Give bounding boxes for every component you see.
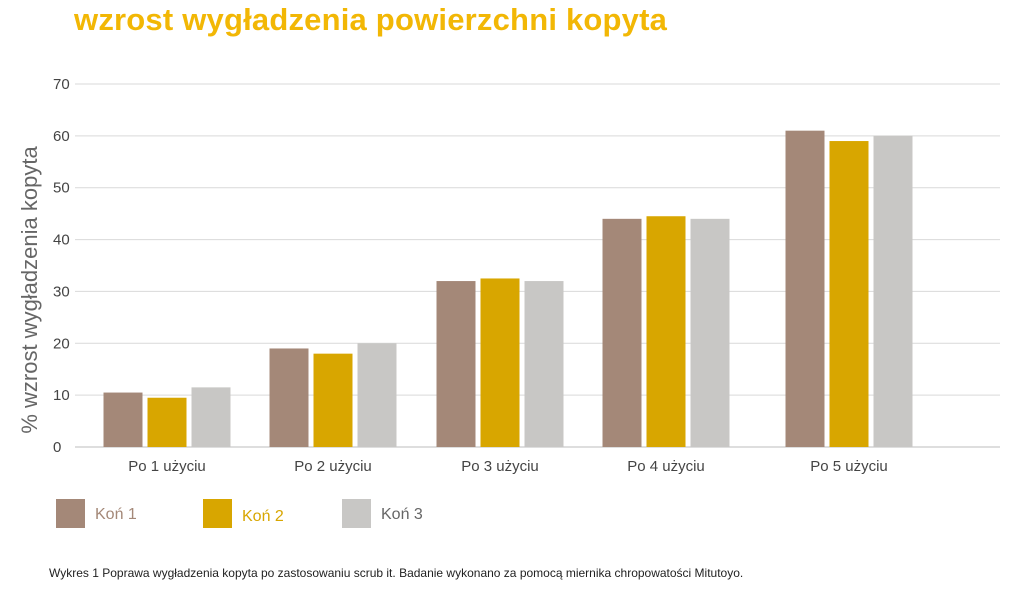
bar-2-3 — [480, 278, 520, 447]
y-tick-label: 30 — [53, 283, 70, 300]
x-axis-ticks: Po 1 użyciu Po 2 użyciu Po 3 użyciu Po 4 uż… — [128, 458, 888, 475]
y-tick-label: 20 — [53, 335, 70, 352]
bar-3-2 — [357, 343, 397, 447]
chart-title: wzrost wygładzenia powierzchni kopyta — [74, 2, 668, 37]
bar-1-3 — [436, 281, 476, 447]
bar-2-2 — [313, 353, 353, 447]
bar-2-4 — [646, 216, 686, 447]
y-tick-label: 70 — [53, 76, 70, 93]
legend-label-3: Koń 3 — [381, 506, 423, 523]
legend-swatch-3 — [342, 499, 371, 528]
x-tick-label: Po 5 użyciu — [810, 458, 888, 475]
legend-label-1: Koń 1 — [95, 506, 137, 523]
legend-swatch-2 — [203, 499, 232, 528]
bar-3-5 — [873, 135, 913, 447]
x-tick-label: Po 2 użyciu — [294, 458, 372, 475]
figure-caption: Wykres 1 Poprawa wygładzenia kopyta po z… — [49, 566, 744, 580]
x-tick-label: Po 4 użyciu — [627, 458, 705, 475]
x-tick-label: Po 3 użyciu — [461, 458, 539, 475]
y-axis-label: % wzrost wygładzenia kopyta — [17, 146, 42, 434]
bar-3-1 — [191, 387, 231, 447]
legend-label-2: Koń 2 — [242, 508, 284, 525]
bar-1-2 — [269, 348, 309, 447]
bar-1-1 — [103, 392, 143, 447]
bar-2-5 — [829, 141, 869, 448]
y-tick-label: 10 — [53, 387, 70, 404]
bar-3-3 — [524, 281, 564, 447]
bar-1-5 — [785, 130, 825, 447]
y-tick-label: 0 — [53, 439, 61, 456]
y-tick-label: 50 — [53, 180, 70, 197]
legend: Koń 1 Koń 2 Koń 3 — [56, 499, 423, 528]
bar-3-4 — [690, 218, 730, 447]
legend-swatch-1 — [56, 499, 85, 528]
y-tick-label: 40 — [53, 232, 70, 249]
y-axis-ticks: 0 10 20 30 40 50 60 70 — [53, 76, 70, 456]
bars — [103, 130, 913, 448]
y-tick-label: 60 — [53, 128, 70, 145]
x-tick-label: Po 1 użyciu — [128, 458, 206, 475]
bar-1-4 — [602, 218, 642, 447]
bar-2-1 — [147, 397, 187, 447]
